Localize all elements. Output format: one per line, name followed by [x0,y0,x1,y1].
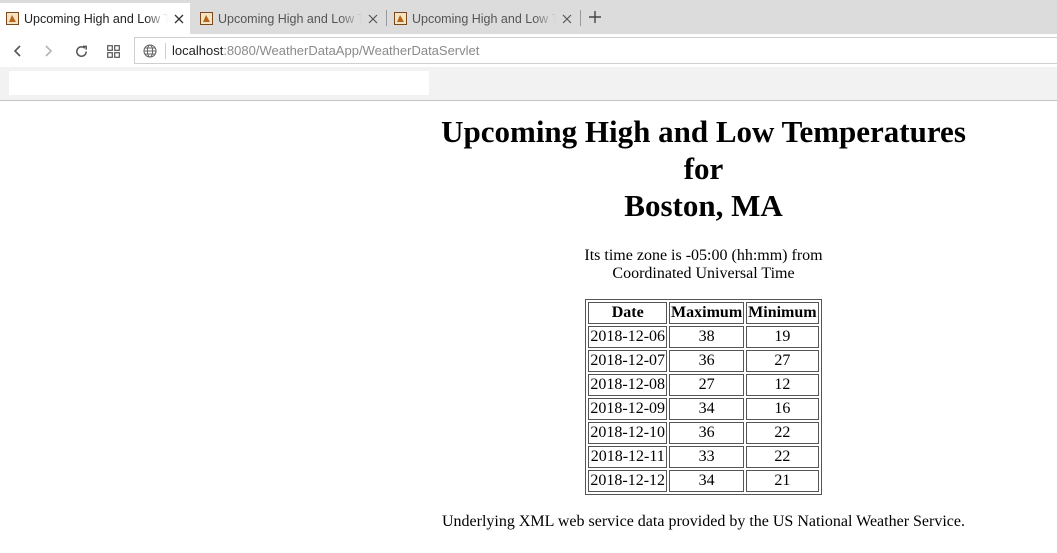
date-cell: 2018-12-10 [588,422,668,444]
back-arrow-icon [13,45,21,57]
plus-icon [589,11,601,23]
header-minimum: Minimum [746,302,819,324]
timezone-line-2: Coordinated Universal Time [612,265,795,282]
heading-line-1: Upcoming High and Low Temperatures [441,114,966,149]
date-cell: 2018-12-06 [588,326,668,348]
table-row: 2018-12-06 38 19 [588,326,819,348]
min-cell: 22 [746,422,819,444]
timezone-note: Its time zone is -05:00 (hh:mm) from Coo… [350,247,1057,283]
java-duke-favicon-icon [6,12,19,25]
url-text[interactable]: localhost:8080/WeatherDataApp/WeatherDat… [172,43,479,58]
tab-1[interactable]: Upcoming High and Low Temperatures [0,3,190,34]
tab-divider [386,10,387,26]
table-row: 2018-12-08 27 12 [588,374,819,396]
forward-button[interactable] [36,39,60,63]
address-bar[interactable]: localhost:8080/WeatherDataApp/WeatherDat… [134,37,1057,64]
address-divider [165,42,166,59]
page-content: Upcoming High and Low Temperatures for B… [350,101,1057,553]
page-heading: Upcoming High and Low Temperatures for B… [350,113,1057,224]
date-cell: 2018-12-07 [588,350,668,372]
heading-line-3: Boston, MA [624,188,783,223]
min-cell: 12 [746,374,819,396]
date-cell: 2018-12-11 [588,446,668,468]
table-row: 2018-12-11 33 22 [588,446,819,468]
max-cell: 34 [669,470,745,492]
apps-grid-icon [106,44,120,58]
max-cell: 38 [669,326,745,348]
reload-icon [75,45,87,57]
table-row: 2018-12-12 34 21 [588,470,819,492]
new-tab-button[interactable] [585,6,605,28]
close-icon[interactable] [556,14,578,24]
temperature-table: Date Maximum Minimum 2018-12-06 38 19 20… [585,299,822,495]
table-row: 2018-12-10 36 22 [588,422,819,444]
date-cell: 2018-12-08 [588,374,668,396]
max-cell: 36 [669,422,745,444]
timezone-line-1: Its time zone is -05:00 (hh:mm) from [584,247,823,264]
url-path: :8080/WeatherDataApp/WeatherDataServlet [223,43,480,58]
min-cell: 19 [746,326,819,348]
java-duke-favicon-icon [200,12,213,25]
min-cell: 22 [746,446,819,468]
max-cell: 34 [669,398,745,420]
apps-button[interactable] [101,39,125,63]
heading-line-2: for [683,151,724,186]
min-cell: 16 [746,398,819,420]
table-row: 2018-12-09 34 16 [588,398,819,420]
max-cell: 36 [669,350,745,372]
toolbar: localhost:8080/WeatherDataApp/WeatherDat… [0,34,1057,67]
tab-strip: Upcoming High and Low Temperatures Upcom… [0,0,1057,34]
close-icon[interactable] [362,14,384,24]
globe-icon[interactable] [135,43,165,58]
max-cell: 27 [669,374,745,396]
bookmarks-area [9,71,429,95]
java-duke-favicon-icon [394,12,407,25]
table-header-row: Date Maximum Minimum [588,302,819,324]
date-cell: 2018-12-12 [588,470,668,492]
tab-3[interactable]: Upcoming High and Low Temperatures [388,3,578,34]
reload-button[interactable] [69,39,93,63]
back-button[interactable] [6,39,30,63]
date-cell: 2018-12-09 [588,398,668,420]
max-cell: 33 [669,446,745,468]
table-row: 2018-12-07 36 27 [588,350,819,372]
tab-title: Upcoming High and Low Temperatures [218,11,362,26]
tab-2[interactable]: Upcoming High and Low Temperatures [194,3,384,34]
tab-title: Upcoming High and Low Temperatures [412,11,556,26]
header-date: Date [588,302,668,324]
close-icon[interactable] [168,14,190,24]
bookmarks-bar [0,67,1057,101]
data-attribution: Underlying XML web service data provided… [442,513,965,530]
header-maximum: Maximum [669,302,745,324]
min-cell: 21 [746,470,819,492]
tab-title: Upcoming High and Low Temperatures [24,11,168,26]
forward-arrow-icon [45,45,53,57]
url-host: localhost [172,43,224,58]
tab-divider [580,10,581,26]
min-cell: 27 [746,350,819,372]
